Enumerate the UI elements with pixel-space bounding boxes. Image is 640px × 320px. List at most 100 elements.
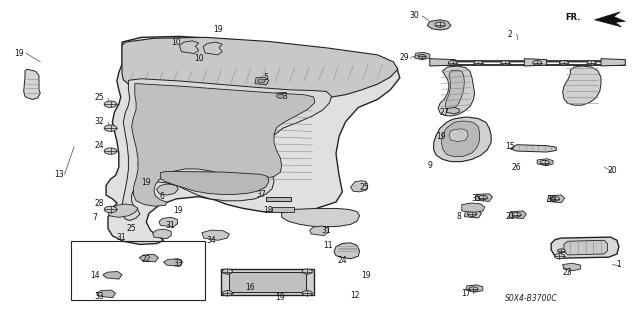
Polygon shape: [434, 117, 491, 162]
Polygon shape: [97, 290, 116, 298]
Polygon shape: [447, 108, 460, 114]
Circle shape: [449, 60, 458, 65]
Polygon shape: [108, 204, 138, 217]
Text: 26: 26: [512, 163, 522, 172]
Polygon shape: [438, 66, 474, 116]
Polygon shape: [564, 240, 607, 255]
Text: 24: 24: [95, 141, 104, 150]
Text: 15: 15: [506, 142, 515, 151]
Circle shape: [554, 254, 564, 259]
Text: 31: 31: [116, 233, 125, 242]
Circle shape: [419, 54, 426, 58]
Circle shape: [478, 196, 487, 200]
Polygon shape: [132, 84, 315, 206]
Polygon shape: [255, 77, 269, 85]
Text: 12: 12: [350, 291, 360, 300]
Polygon shape: [310, 226, 328, 236]
Polygon shape: [24, 69, 40, 100]
Circle shape: [104, 125, 117, 131]
Polygon shape: [449, 129, 468, 141]
Polygon shape: [428, 20, 451, 30]
Circle shape: [468, 287, 477, 291]
Text: FR.: FR.: [565, 13, 580, 22]
Text: 25: 25: [127, 224, 136, 233]
Text: 30: 30: [410, 12, 419, 20]
Text: 19: 19: [436, 132, 446, 140]
Polygon shape: [161, 172, 269, 195]
Circle shape: [550, 197, 559, 201]
Polygon shape: [159, 217, 177, 227]
Circle shape: [104, 148, 117, 154]
Text: 17: 17: [461, 289, 470, 298]
Text: 13: 13: [54, 170, 64, 179]
Text: 33: 33: [95, 292, 104, 301]
Polygon shape: [157, 184, 178, 195]
Text: 27: 27: [440, 108, 449, 117]
Text: 24: 24: [337, 256, 347, 265]
Polygon shape: [203, 42, 222, 55]
Polygon shape: [601, 59, 625, 66]
Polygon shape: [106, 36, 400, 244]
Text: 19: 19: [213, 25, 223, 34]
Circle shape: [474, 60, 483, 65]
Polygon shape: [103, 271, 122, 279]
Text: 9: 9: [428, 161, 432, 170]
Text: 31: 31: [321, 226, 331, 235]
Circle shape: [559, 60, 568, 65]
Circle shape: [257, 79, 265, 83]
Circle shape: [500, 60, 509, 65]
Polygon shape: [524, 59, 547, 66]
Polygon shape: [509, 211, 526, 219]
Polygon shape: [551, 237, 619, 258]
Circle shape: [532, 60, 541, 65]
Text: 31: 31: [165, 221, 175, 230]
Polygon shape: [351, 181, 368, 192]
Text: 10: 10: [172, 38, 181, 47]
Polygon shape: [334, 243, 360, 259]
Text: 35: 35: [472, 194, 481, 204]
Polygon shape: [274, 92, 288, 100]
Polygon shape: [475, 194, 492, 201]
Polygon shape: [563, 66, 601, 105]
Text: 29: 29: [399, 53, 409, 62]
Polygon shape: [510, 145, 556, 152]
Circle shape: [435, 22, 445, 27]
Text: 2: 2: [508, 30, 513, 39]
Circle shape: [512, 212, 521, 217]
Text: 1: 1: [616, 260, 621, 269]
Polygon shape: [466, 285, 483, 292]
Polygon shape: [547, 195, 564, 203]
Text: 33: 33: [173, 259, 183, 268]
Text: 10: 10: [194, 53, 204, 62]
Text: 19: 19: [14, 49, 24, 58]
Text: 14: 14: [90, 271, 100, 280]
Text: 22: 22: [141, 255, 151, 264]
Polygon shape: [282, 208, 360, 227]
Polygon shape: [445, 70, 465, 110]
Text: 8: 8: [457, 212, 461, 221]
Circle shape: [540, 160, 549, 165]
Polygon shape: [272, 207, 294, 212]
Text: 34: 34: [207, 236, 216, 245]
Polygon shape: [140, 254, 159, 262]
Circle shape: [587, 60, 596, 65]
Circle shape: [276, 94, 284, 98]
Text: S0X4-B3700C: S0X4-B3700C: [505, 294, 558, 303]
Circle shape: [467, 212, 476, 216]
Text: 19: 19: [361, 271, 371, 280]
Polygon shape: [537, 159, 553, 166]
Text: 23: 23: [563, 268, 573, 277]
Polygon shape: [415, 52, 430, 60]
Polygon shape: [430, 59, 456, 66]
Text: 25: 25: [95, 93, 104, 102]
Circle shape: [104, 101, 117, 108]
Polygon shape: [266, 197, 291, 201]
Polygon shape: [179, 41, 198, 53]
Text: 5: 5: [263, 73, 268, 82]
Polygon shape: [229, 272, 306, 292]
Polygon shape: [122, 37, 398, 100]
Text: 37: 37: [257, 190, 266, 199]
Polygon shape: [462, 203, 484, 212]
Text: 7: 7: [93, 213, 98, 222]
Polygon shape: [442, 121, 479, 157]
